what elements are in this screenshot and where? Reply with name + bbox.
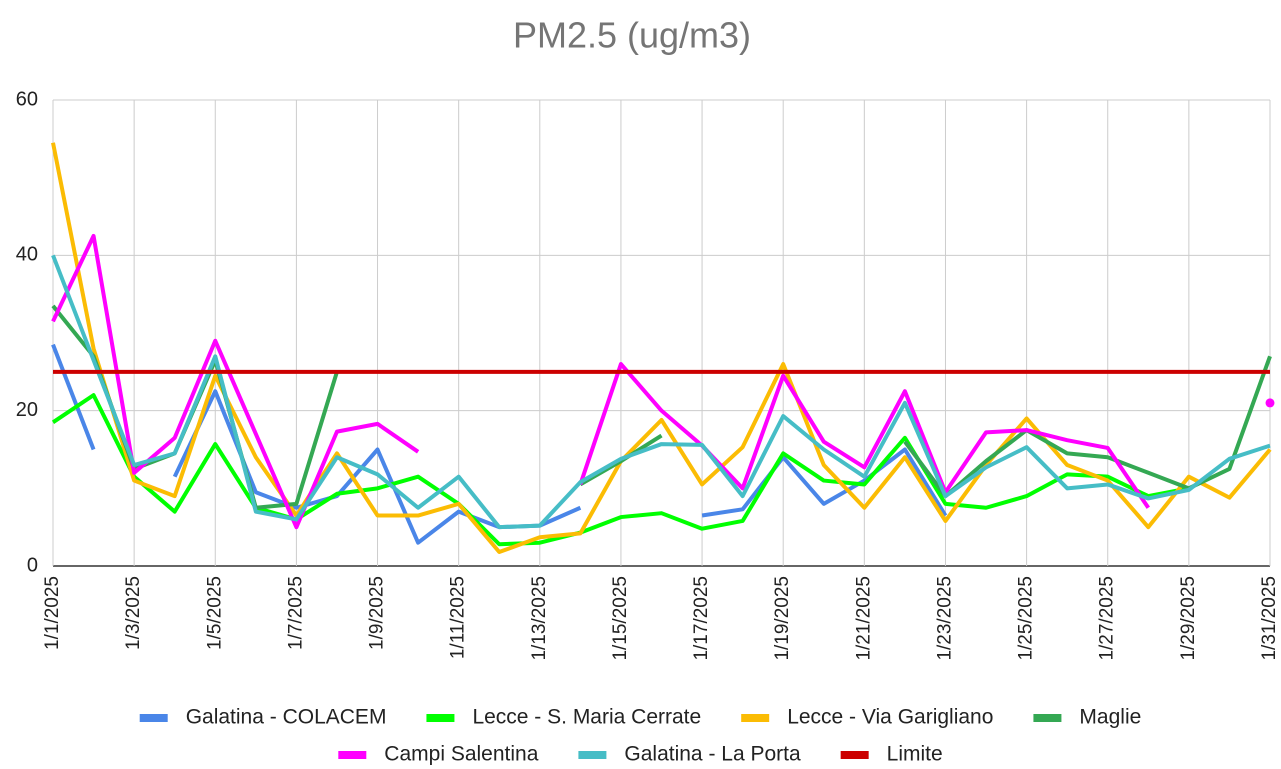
data-point <box>1265 398 1275 408</box>
x-tick-label: 1/21/2025 <box>853 576 874 661</box>
legend-swatch <box>1033 714 1062 722</box>
y-tick-label: 20 <box>16 399 38 421</box>
chart-title: PM2.5 (ug/m3) <box>513 15 751 56</box>
series-line <box>51 254 1271 530</box>
series-line <box>51 142 1272 555</box>
y-tick-label: 0 <box>27 554 38 576</box>
series-line <box>701 447 948 518</box>
x-tick-label: 1/5/2025 <box>204 576 225 650</box>
x-tick-label: 1/23/2025 <box>934 576 955 661</box>
legend-label: Campi Salentina <box>384 743 538 766</box>
x-tick-label: 1/27/2025 <box>1097 576 1118 661</box>
y-tick-label: 40 <box>16 244 38 266</box>
x-tick-label: 1/19/2025 <box>772 576 793 661</box>
legend-swatch <box>840 751 869 759</box>
legend-label: Galatina - COLACEM <box>186 706 387 729</box>
x-tick-label: 1/11/2025 <box>448 576 469 659</box>
x-tick-label: 1/3/2025 <box>123 576 144 650</box>
x-tick-label: 1/31/2025 <box>1259 576 1280 661</box>
legend-swatch <box>741 714 770 722</box>
series-line <box>579 433 663 487</box>
x-tick-label: 1/15/2025 <box>610 576 631 661</box>
series-line <box>51 393 1190 547</box>
legend-row: Galatina - COLACEM Lecce - S. Maria Cerra… <box>139 706 1141 729</box>
y-tick-label: 60 <box>16 88 38 110</box>
legend-swatch <box>139 714 168 722</box>
x-tick-label: 1/13/2025 <box>529 576 550 661</box>
x-tick-label: 1/1/2025 <box>42 576 63 650</box>
legend-label: Limite <box>887 743 943 766</box>
series-line <box>51 343 96 451</box>
series-line <box>51 233 420 530</box>
legend-swatch <box>338 751 367 759</box>
legend-row: Campi Salentina Galatina - La Porta Limite <box>338 743 943 766</box>
x-tick-label: 1/7/2025 <box>285 576 306 650</box>
legend-label: Lecce - Via Garigliano <box>787 706 993 729</box>
legend-swatch <box>578 751 607 759</box>
legend-label: Lecce - S. Maria Cerrate <box>472 706 701 729</box>
x-tick-label: 1/9/2025 <box>367 576 388 650</box>
x-tick-label: 1/17/2025 <box>691 576 712 661</box>
legend-swatch <box>426 714 455 722</box>
x-tick-label: 1/29/2025 <box>1178 576 1199 661</box>
legend-label: Maglie <box>1079 706 1141 729</box>
series-line <box>903 355 1272 499</box>
x-tick-label: 1/25/2025 <box>1016 576 1037 661</box>
series-line <box>578 362 1150 509</box>
legend-label: Galatina - La Porta <box>624 743 801 766</box>
